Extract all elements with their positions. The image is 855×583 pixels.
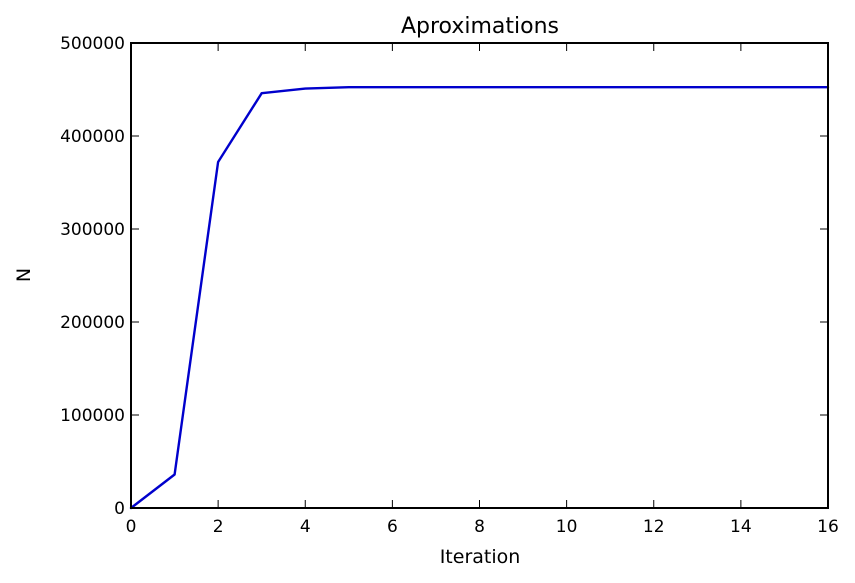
x-tick-label: 12: [643, 517, 665, 537]
x-tick-label: 14: [730, 517, 752, 537]
x-tick-label: 0: [126, 517, 137, 537]
plot-area-frame: [130, 42, 829, 509]
x-tick-label: 2: [213, 517, 224, 537]
y-tick-label: 500000: [60, 34, 125, 54]
y-axis-title: N: [13, 268, 35, 282]
y-tick-label: 0: [114, 499, 125, 519]
x-tick-label: 4: [300, 517, 311, 537]
x-tick-label: 10: [556, 517, 578, 537]
y-ticks: 0 100000 200000 300000 400000 500000: [60, 34, 828, 519]
x-tick-label: 8: [474, 517, 485, 537]
x-tick-label: 6: [387, 517, 398, 537]
x-ticks: 0 2 4 6 8 10 12 14 16: [126, 43, 839, 537]
y-tick-label: 400000: [60, 127, 125, 147]
y-tick-label: 200000: [60, 313, 125, 333]
x-tick-label: 16: [817, 517, 839, 537]
chart-title: Aproximations: [401, 14, 559, 39]
x-axis-title: Iteration: [440, 546, 521, 568]
series-line: [129, 85, 830, 510]
y-tick-label: 300000: [60, 220, 125, 240]
y-tick-label: 100000: [60, 406, 125, 426]
series-layer: [129, 85, 830, 510]
